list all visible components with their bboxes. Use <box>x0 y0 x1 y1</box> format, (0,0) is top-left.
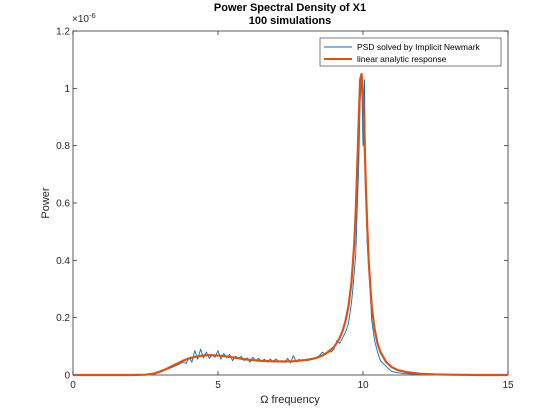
x-tick-label: 0 <box>70 380 76 391</box>
titles: Power Spectral Density of X1 100 simulat… <box>214 2 366 27</box>
x-tick-label: 15 <box>502 380 514 391</box>
x-tick-label: 10 <box>357 380 369 391</box>
series-line-psd-newmark <box>73 76 508 376</box>
x-tick-label: 5 <box>215 380 221 391</box>
y-tick-label: 0.4 <box>56 256 70 267</box>
y-exponent-label: ×10-6 <box>72 11 96 25</box>
y-tick-label: 0 <box>64 371 70 382</box>
svg-text:×10-6: ×10-6 <box>72 11 96 25</box>
chart-subtitle: 100 simulations <box>249 15 332 27</box>
y-tick-label: 1 <box>64 84 70 95</box>
y-tick-label: 0.2 <box>56 313 70 324</box>
series-lines <box>73 72 508 377</box>
y-tick-label: 0.6 <box>56 199 70 210</box>
legend-label-psd: PSD solved by Implicit Newmark <box>357 42 481 52</box>
y-tick-label: 0.8 <box>56 141 70 152</box>
y-exponent-base: ×10 <box>72 14 89 25</box>
y-exponent-power: -6 <box>89 11 96 20</box>
plot-area-frame <box>72 30 509 376</box>
y-tick-label: 1.2 <box>56 27 70 38</box>
series-line-linear-analytic <box>73 72 508 377</box>
chart-title: Power Spectral Density of X1 <box>214 2 366 14</box>
x-axis-label: Ω frequency <box>260 394 320 406</box>
y-axis-label: Power <box>40 187 52 219</box>
axis-ticks: 0 5 10 15 0 0.2 0.4 0.6 0.8 1 1.2 <box>56 27 514 392</box>
legend-label-analytic: linear analytic response <box>357 54 447 64</box>
legend-box <box>319 37 502 67</box>
legend: PSD solved by Implicit Newmark linear an… <box>319 37 502 67</box>
